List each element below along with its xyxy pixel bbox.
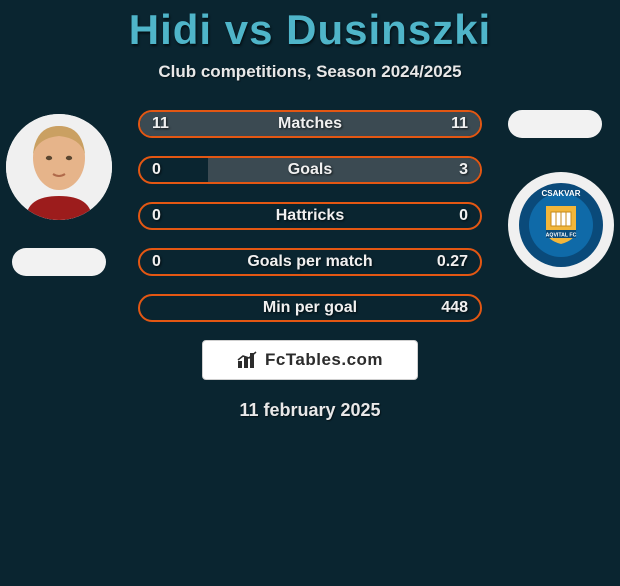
brand-badge: FcTables.com bbox=[202, 340, 418, 380]
stat-label: Min per goal bbox=[140, 296, 480, 320]
svg-text:AQVITAL FC: AQVITAL FC bbox=[546, 233, 577, 239]
comparison-panel: CSAKVAR AQVITAL FC 1111Matches03Goals00H… bbox=[0, 110, 620, 322]
svg-text:CSAKVAR: CSAKVAR bbox=[542, 189, 581, 198]
stat-bar: 1111Matches bbox=[138, 110, 482, 138]
stat-row: 03Goals bbox=[138, 156, 482, 184]
stat-bar: 448Min per goal bbox=[138, 294, 482, 322]
stat-value-left: 0 bbox=[152, 158, 161, 182]
stat-bar: 03Goals bbox=[138, 156, 482, 184]
date-text: 11 february 2025 bbox=[0, 400, 620, 421]
team-badge-left bbox=[12, 248, 106, 276]
brand-text: FcTables.com bbox=[265, 350, 383, 370]
player-left-avatar bbox=[6, 114, 112, 220]
bar-chart-icon bbox=[237, 351, 259, 369]
club-badge-icon: CSAKVAR AQVITAL FC bbox=[518, 182, 604, 268]
stat-value-left: 11 bbox=[152, 112, 169, 136]
stat-row: 0 0Hattricks bbox=[138, 202, 482, 230]
stat-value-right: 0 bbox=[459, 204, 468, 228]
stat-value-right: 0.27 bbox=[437, 250, 468, 274]
stat-bars: 1111Matches03Goals00Hattricks00.27Goals … bbox=[138, 110, 482, 322]
stat-value-right: 448 bbox=[441, 296, 468, 320]
stat-bar: 0 0.27Goals per match bbox=[138, 248, 482, 276]
team-badge-right bbox=[508, 110, 602, 138]
player-right-avatar: CSAKVAR AQVITAL FC bbox=[508, 172, 614, 278]
stat-value-right: 3 bbox=[459, 158, 468, 182]
stat-value-right: 11 bbox=[451, 112, 468, 136]
stat-label: Hattricks bbox=[140, 204, 480, 228]
stat-bar: 0 0Hattricks bbox=[138, 202, 482, 230]
stat-value-left: 0 bbox=[152, 204, 161, 228]
player-left-head-icon bbox=[6, 114, 112, 220]
bar-fill-right bbox=[208, 158, 480, 182]
stat-row: 0 0.27Goals per match bbox=[138, 248, 482, 276]
stat-row: 448Min per goal bbox=[138, 294, 482, 322]
stat-row: 1111Matches bbox=[138, 110, 482, 138]
page-title: Hidi vs Dusinszki bbox=[0, 6, 620, 54]
stat-value-left: 0 bbox=[152, 250, 161, 274]
subtitle: Club competitions, Season 2024/2025 bbox=[0, 62, 620, 82]
stat-label: Goals per match bbox=[140, 250, 480, 274]
